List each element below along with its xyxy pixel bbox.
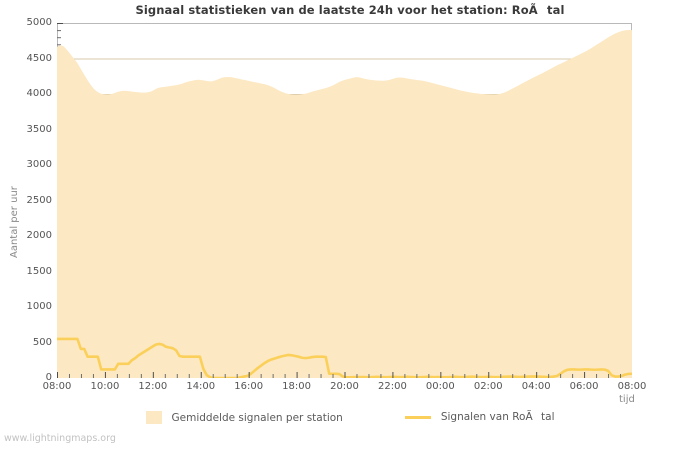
legend-label: Signalen van RoÃtal [440, 411, 555, 423]
x-tick-label: 08:00 [617, 381, 647, 392]
y-tick-label: 3000 [26, 159, 52, 170]
legend-line-swatch-icon [404, 416, 431, 419]
y-tick-label: 3500 [26, 123, 52, 135]
y-tick-label: 0 [45, 372, 52, 383]
plot-canvas [57, 23, 632, 378]
y-tick-label: 1500 [26, 265, 52, 277]
x-tick-label: 02:00 [473, 381, 503, 392]
x-tick-label: 10:00 [90, 381, 120, 392]
y-tick-label: 1000 [26, 301, 52, 312]
legend-entry[interactable]: Signalen van RoÃtal [404, 411, 555, 424]
x-tick-label: 08:00 [42, 381, 72, 392]
y-axis-tick-labels: 5000 4500 4000 3500 3000 2500 2000 1500 1000 500 0 [0, 0, 52, 450]
x-tick-label: 14:00 [186, 381, 216, 392]
y-tick-label: 500 [32, 336, 52, 348]
x-axis-ticks [57, 372, 622, 378]
legend-entry[interactable]: Gemiddelde signalen per station [145, 411, 343, 424]
x-tick-label: 16:00 [234, 381, 264, 392]
series-area-0 [57, 29, 632, 378]
x-tick-label: 12:00 [138, 381, 168, 392]
x-tick-label: 20:00 [330, 381, 359, 392]
y-tick-label: 2000 [26, 230, 52, 241]
x-tick-label: 00:00 [425, 381, 455, 392]
x-axis-label: tijd [619, 394, 635, 405]
plot-area [57, 23, 632, 378]
x-tick-label: 22:00 [377, 381, 407, 392]
x-tick-label: 06:00 [569, 381, 599, 392]
legend-area-swatch-icon [145, 411, 162, 424]
y-tick-label: 4000 [26, 88, 52, 99]
legend-label: Gemiddelde signalen per station [171, 411, 343, 424]
y-tick-label: 4500 [26, 52, 52, 64]
x-tick-label: 18:00 [282, 381, 311, 392]
watermark: www.lightningmaps.org [4, 433, 116, 444]
y-tick-label: 2500 [26, 194, 52, 206]
x-tick-label: 04:00 [521, 381, 551, 392]
chart-title: Signaal statistieken van de laatste 24h … [135, 3, 565, 17]
y-tick-label: 5000 [26, 17, 52, 28]
chart-legend: Gemiddelde signalen per station Signalen … [0, 411, 700, 424]
